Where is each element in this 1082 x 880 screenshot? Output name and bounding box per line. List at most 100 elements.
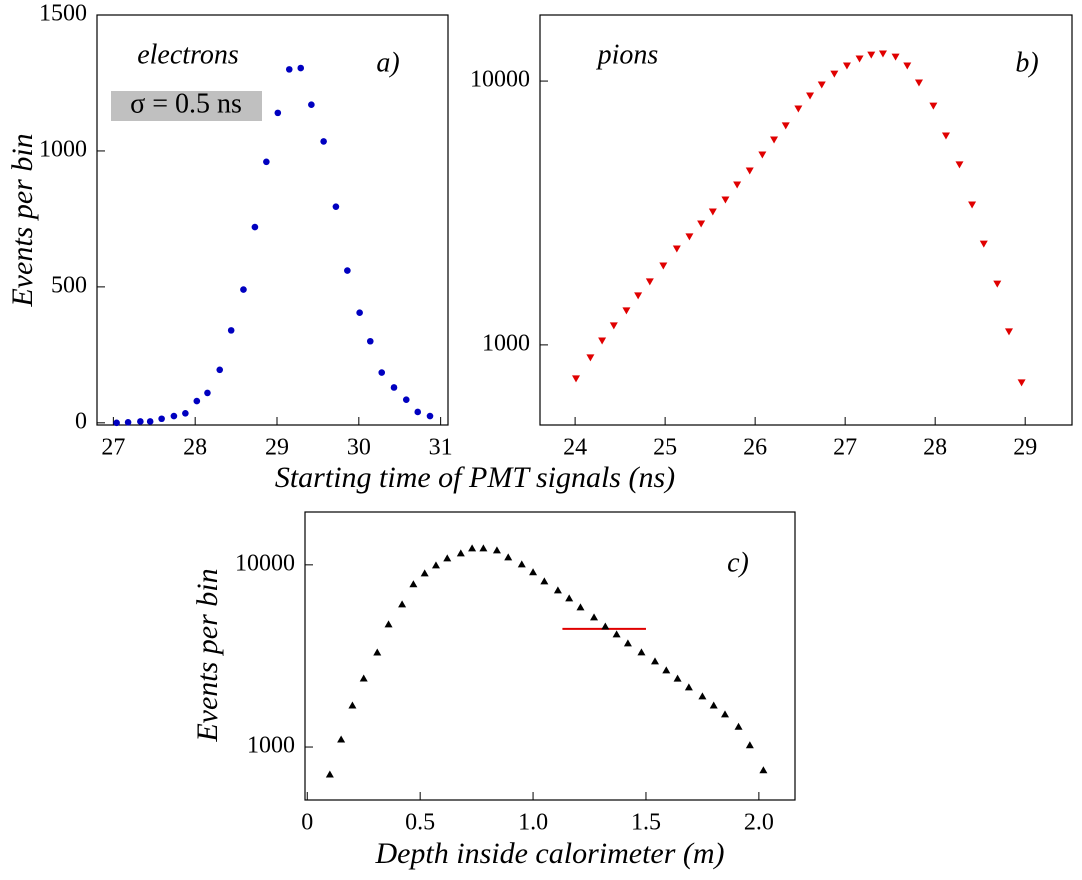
data-point	[216, 366, 224, 374]
plot-frame	[304, 511, 796, 801]
data-point	[612, 630, 621, 638]
data-point	[672, 245, 681, 253]
data-point	[903, 62, 912, 70]
data-point	[468, 544, 477, 552]
data-point	[251, 223, 259, 231]
data-point	[830, 70, 839, 78]
x-tick-label: 29	[1013, 435, 1037, 461]
x-axis-label: Starting time of PMT signals (ns)	[275, 461, 675, 494]
data-point	[409, 580, 418, 588]
data-point	[553, 586, 562, 594]
data-point	[540, 577, 549, 585]
data-point	[609, 322, 618, 330]
data-point	[759, 766, 768, 774]
y-tick-label: 10000	[470, 67, 530, 93]
data-point	[227, 327, 235, 334]
data-point	[1004, 328, 1013, 336]
y-tick-label: 1000	[247, 733, 295, 759]
data-point	[698, 692, 707, 700]
data-point	[492, 546, 501, 554]
data-point	[504, 553, 513, 561]
x-tick-label: 25	[653, 435, 677, 461]
data-point	[993, 280, 1002, 288]
y-axis-label: Events per bin	[6, 133, 39, 307]
data-point	[781, 122, 790, 130]
y-tick-label: 0	[75, 408, 87, 434]
data-point	[745, 167, 754, 175]
data-point	[770, 136, 779, 144]
data-point	[285, 66, 293, 73]
data-point	[158, 415, 165, 423]
data-point	[576, 603, 585, 611]
data-point	[366, 337, 374, 345]
data-point	[651, 657, 659, 665]
data-point	[320, 138, 327, 145]
data-point	[709, 701, 718, 709]
data-point	[517, 560, 526, 568]
data-point	[817, 81, 826, 89]
data-point	[384, 620, 393, 628]
data-point	[124, 418, 132, 426]
data-point	[979, 240, 988, 248]
annotation: b)	[1015, 47, 1038, 78]
x-axis-label: Depth inside calorimeter (m)	[374, 837, 724, 870]
plot-frame	[539, 14, 1073, 426]
data-point	[359, 674, 368, 682]
data-point	[684, 683, 693, 691]
y-tick-label: 10000	[235, 550, 295, 576]
data-point	[1017, 379, 1026, 387]
data-point	[378, 369, 386, 376]
annotation: a)	[376, 47, 399, 78]
y-tick-label: 1000	[482, 330, 530, 356]
annotation: pions	[596, 39, 659, 70]
data-point	[113, 419, 120, 427]
data-point	[745, 741, 754, 749]
x-tick-label: 29	[265, 435, 289, 461]
data-point	[634, 292, 643, 300]
data-point	[645, 278, 654, 286]
annotation-box	[111, 91, 262, 121]
data-point	[325, 770, 334, 778]
data-point	[914, 79, 923, 87]
x-tick-label: 2.0	[744, 810, 774, 836]
y-tick-label: 1500	[39, 1, 87, 27]
data-point	[622, 307, 631, 315]
data-point	[529, 568, 538, 576]
data-point	[891, 53, 900, 61]
data-point	[337, 735, 346, 743]
data-point	[297, 64, 305, 72]
data-point	[941, 132, 950, 140]
data-point	[193, 397, 201, 405]
data-point	[733, 181, 742, 189]
data-point	[263, 158, 270, 166]
data-point	[590, 613, 599, 621]
data-point	[356, 309, 363, 317]
data-point	[373, 648, 382, 656]
data-point	[721, 710, 729, 718]
data-point	[344, 267, 351, 274]
annotation: c)	[727, 547, 749, 578]
data-point	[586, 354, 595, 362]
data-point	[673, 674, 682, 682]
data-point	[456, 549, 465, 557]
data-point	[878, 50, 887, 58]
data-point	[348, 701, 357, 709]
data-point	[637, 648, 646, 656]
data-point	[332, 203, 340, 210]
data-point	[137, 418, 144, 425]
data-point	[955, 161, 964, 169]
data-point	[708, 208, 717, 216]
data-point	[968, 201, 977, 209]
data-point	[308, 101, 315, 109]
data-point	[601, 622, 610, 630]
data-point	[929, 102, 938, 110]
y-tick-label: 500	[51, 272, 87, 298]
data-point	[443, 554, 452, 562]
data-point	[390, 384, 398, 391]
data-point	[721, 196, 730, 204]
x-tick-label: 28	[923, 435, 947, 461]
data-point	[274, 109, 282, 117]
data-point	[431, 561, 440, 569]
data-point	[572, 375, 581, 383]
